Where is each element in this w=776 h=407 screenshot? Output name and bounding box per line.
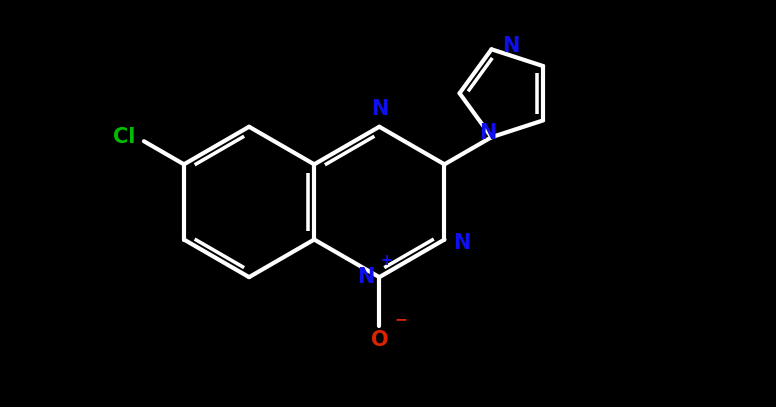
Text: −: − xyxy=(394,312,407,327)
Text: N: N xyxy=(453,233,470,253)
Text: N: N xyxy=(371,99,388,119)
Text: N: N xyxy=(357,267,374,287)
Text: Cl: Cl xyxy=(113,127,136,147)
Text: N: N xyxy=(502,36,519,56)
Text: O: O xyxy=(370,330,388,350)
Text: N: N xyxy=(479,123,496,143)
Text: +: + xyxy=(380,253,393,268)
